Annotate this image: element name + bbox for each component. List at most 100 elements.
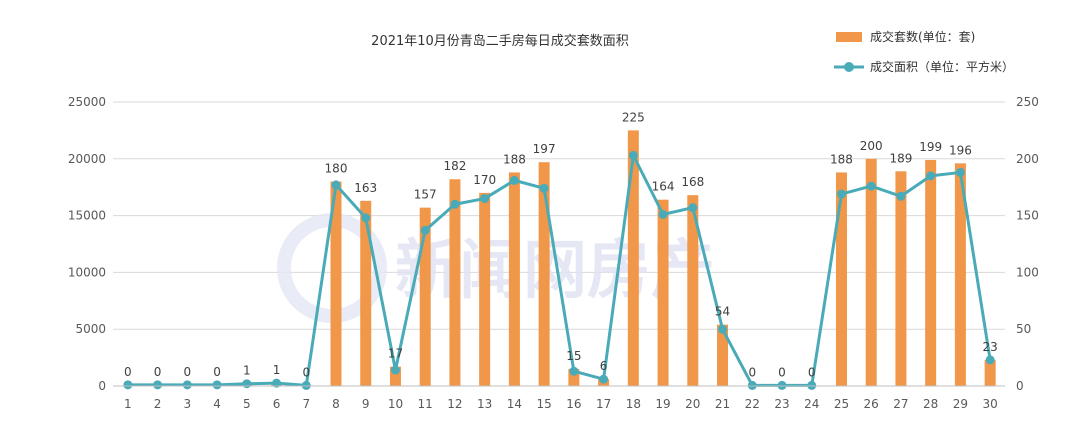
- bar: [687, 195, 699, 386]
- x-tick-label: 14: [507, 397, 522, 411]
- x-tick-label: 18: [626, 397, 641, 411]
- data-label: 168: [681, 175, 704, 189]
- data-label: 0: [184, 365, 192, 379]
- y-left-tick-label: 20000: [68, 152, 106, 166]
- y-right-tick-label: 100: [1016, 265, 1039, 279]
- watermark: 新闻网房产: [277, 213, 715, 323]
- line-point: [926, 171, 936, 181]
- x-tick-label: 8: [332, 397, 340, 411]
- data-label: 54: [715, 305, 730, 319]
- line-point: [509, 175, 519, 185]
- bar: [717, 324, 729, 386]
- bar: [508, 172, 520, 386]
- line-point: [153, 380, 163, 390]
- x-tick-label: 1: [124, 397, 132, 411]
- x-tick-label: 16: [566, 397, 581, 411]
- line-point: [747, 380, 757, 390]
- y-left-tick-label: 0: [98, 379, 106, 393]
- data-label: 225: [622, 110, 645, 124]
- data-label: 1: [243, 364, 251, 378]
- line-point: [807, 380, 817, 390]
- bar: [330, 181, 342, 386]
- line-point: [301, 380, 311, 390]
- y-left-tick-label: 15000: [68, 209, 106, 223]
- data-label: 196: [949, 143, 972, 157]
- line-point: [420, 225, 430, 235]
- x-tick-label: 12: [447, 397, 462, 411]
- line-point: [628, 150, 638, 160]
- x-tick-label: 20: [685, 397, 700, 411]
- x-tick-label: 10: [388, 397, 403, 411]
- line-point: [866, 181, 876, 191]
- data-label: 0: [124, 365, 132, 379]
- bar: [360, 200, 372, 386]
- y-right-tick-label: 200: [1016, 152, 1039, 166]
- bar: [865, 158, 877, 386]
- x-tick-label: 27: [893, 397, 908, 411]
- data-label: 188: [830, 152, 853, 166]
- data-label: 0: [808, 365, 816, 379]
- data-label: 15: [566, 349, 581, 363]
- x-tick-label: 19: [655, 397, 670, 411]
- bar: [954, 163, 966, 386]
- bar: [835, 172, 847, 386]
- data-label: 170: [473, 173, 496, 187]
- bar-series: [241, 130, 996, 386]
- x-tick-label: 2: [154, 397, 162, 411]
- data-label: 180: [325, 162, 348, 176]
- line-point: [599, 374, 609, 384]
- data-labels: 0 0 0 0 1 1 0 180 163 17 157 182 170 188 197 15 6 225 164 1…: [124, 110, 998, 379]
- x-tick-label: 4: [213, 397, 221, 411]
- data-label: 23: [982, 340, 997, 354]
- x-tick-label: 30: [982, 397, 997, 411]
- x-tick-label: 6: [273, 397, 281, 411]
- line-point: [450, 199, 460, 209]
- y-right-tick-label: 0: [1016, 379, 1024, 393]
- line-point: [569, 366, 579, 376]
- data-label: 0: [778, 365, 786, 379]
- line-point: [331, 180, 341, 190]
- legend-line-marker: [844, 62, 854, 72]
- x-tick-label: 22: [745, 397, 760, 411]
- legend-line-label: 成交面积（单位：平方米）: [870, 59, 1014, 74]
- y-right-tick-label: 50: [1016, 322, 1031, 336]
- data-label: 197: [533, 142, 556, 156]
- x-tick-label: 13: [477, 397, 492, 411]
- line-point: [361, 213, 371, 223]
- x-tick-label: 9: [362, 397, 370, 411]
- line-point: [539, 183, 549, 193]
- bar: [449, 179, 461, 386]
- data-label: 163: [354, 181, 377, 195]
- bar: [984, 359, 996, 386]
- x-tick-label: 28: [923, 397, 938, 411]
- x-tick-label: 25: [834, 397, 849, 411]
- data-label: 199: [919, 140, 942, 154]
- data-label: 1: [273, 363, 281, 377]
- line-point: [836, 189, 846, 199]
- line-point: [182, 380, 192, 390]
- x-tick-label: 24: [804, 397, 819, 411]
- line-point: [777, 380, 787, 390]
- x-tick-label: 7: [302, 397, 310, 411]
- x-tick-label: 17: [596, 397, 611, 411]
- line-point: [688, 203, 698, 213]
- data-label: 188: [503, 152, 526, 166]
- axes: 0500010000150002000025000050100150200250…: [68, 95, 1039, 411]
- x-tick-label: 15: [536, 397, 551, 411]
- bar: [627, 130, 639, 386]
- line-point: [272, 378, 282, 388]
- data-label: 164: [652, 180, 675, 194]
- bar: [657, 199, 669, 386]
- bar: [389, 366, 401, 386]
- data-label: 6: [600, 359, 608, 373]
- bar: [925, 159, 937, 386]
- x-tick-label: 3: [184, 397, 192, 411]
- data-label: 182: [443, 159, 466, 173]
- y-left-tick-label: 25000: [68, 95, 106, 109]
- x-tick-label: 29: [953, 397, 968, 411]
- line-path: [127, 153, 992, 387]
- bar: [538, 162, 550, 386]
- line-point: [718, 324, 728, 334]
